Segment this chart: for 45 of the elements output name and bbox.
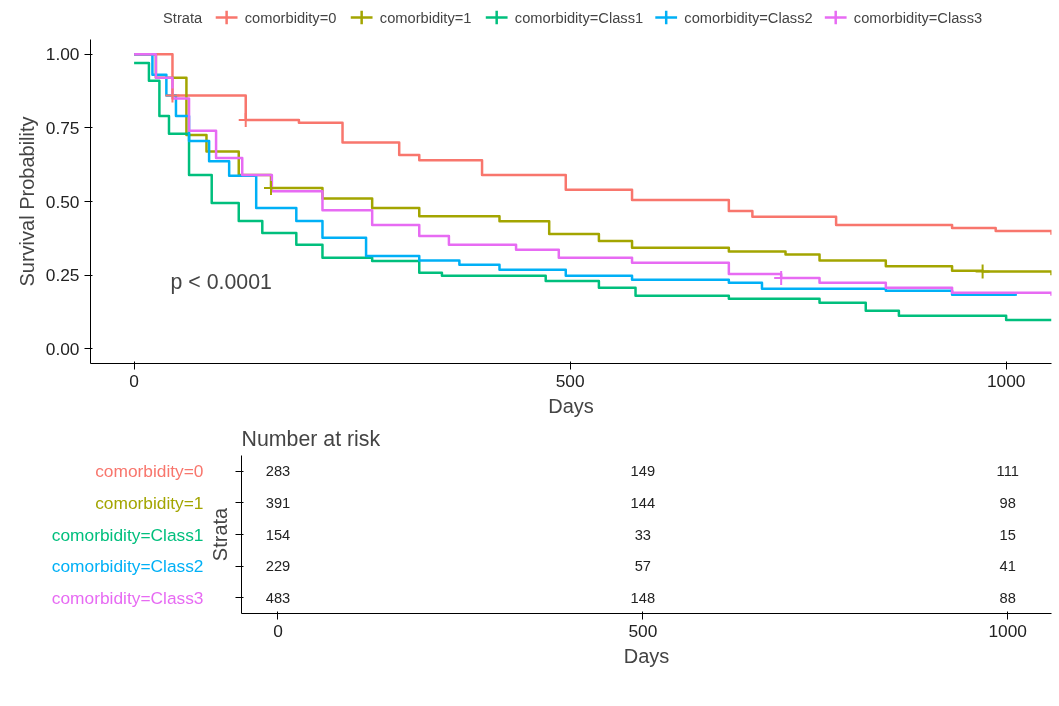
- data-label: 391: [265, 494, 291, 511]
- y-tick-label: 0.25: [45, 265, 80, 286]
- y-tick-label: 0.50: [45, 191, 80, 212]
- legend-label: comorbidity=Class3: [853, 9, 983, 26]
- legend-label: comorbidity=0: [244, 9, 337, 26]
- legend-label: comorbidity=Class2: [684, 9, 813, 26]
- x-tick-label: 1000: [988, 620, 1027, 641]
- point: [164, 87, 181, 104]
- y-axis-title: Strata: [208, 506, 231, 562]
- y-tick-label: comorbidity=Class1: [51, 524, 204, 545]
- chart-title: Number at risk: [241, 426, 381, 451]
- data-label: 33: [634, 526, 652, 543]
- y-tick-label: 0.00: [45, 338, 80, 359]
- data-label: 149: [630, 463, 656, 480]
- x-tick-label: 0: [129, 370, 139, 391]
- data-label: 98: [999, 494, 1016, 511]
- x-axis-title: Days: [623, 644, 670, 667]
- y-tick-label: comorbidity=0: [95, 461, 204, 482]
- data-label: 144: [630, 494, 656, 511]
- point: [974, 263, 991, 280]
- data-label: 88: [999, 589, 1016, 606]
- data-label: 154: [265, 526, 291, 543]
- x-tick-label: 1000: [986, 370, 1026, 391]
- data-label: 15: [999, 526, 1016, 543]
- y-tick-label: 1.00: [45, 44, 80, 65]
- data-label: 111: [996, 463, 1019, 480]
- y-tick-label: comorbidity=Class3: [51, 587, 204, 608]
- y-tick-label: 0.75: [45, 117, 80, 138]
- y-axis-title: Survival Probability: [15, 116, 38, 287]
- legend-title: Strata: [163, 9, 204, 26]
- x-tick-label: 500: [555, 370, 585, 391]
- data-label: 283: [265, 463, 291, 480]
- x-tick-label: 500: [628, 620, 658, 641]
- x-axis-title: Days: [548, 394, 594, 417]
- data-label: 57: [634, 558, 652, 575]
- annotation: p < 0.0001: [170, 269, 272, 294]
- data-label: 229: [265, 558, 291, 575]
- x-tick-label: 0: [273, 620, 283, 641]
- data-label: 483: [265, 589, 291, 606]
- legend-label: comorbidity=1: [379, 9, 472, 26]
- data-label: 41: [999, 558, 1016, 575]
- y-tick-label: comorbidity=Class2: [51, 556, 204, 577]
- legend-label: comorbidity=Class1: [514, 9, 644, 26]
- data-label: 148: [630, 589, 656, 606]
- y-tick-label: comorbidity=1: [95, 492, 204, 513]
